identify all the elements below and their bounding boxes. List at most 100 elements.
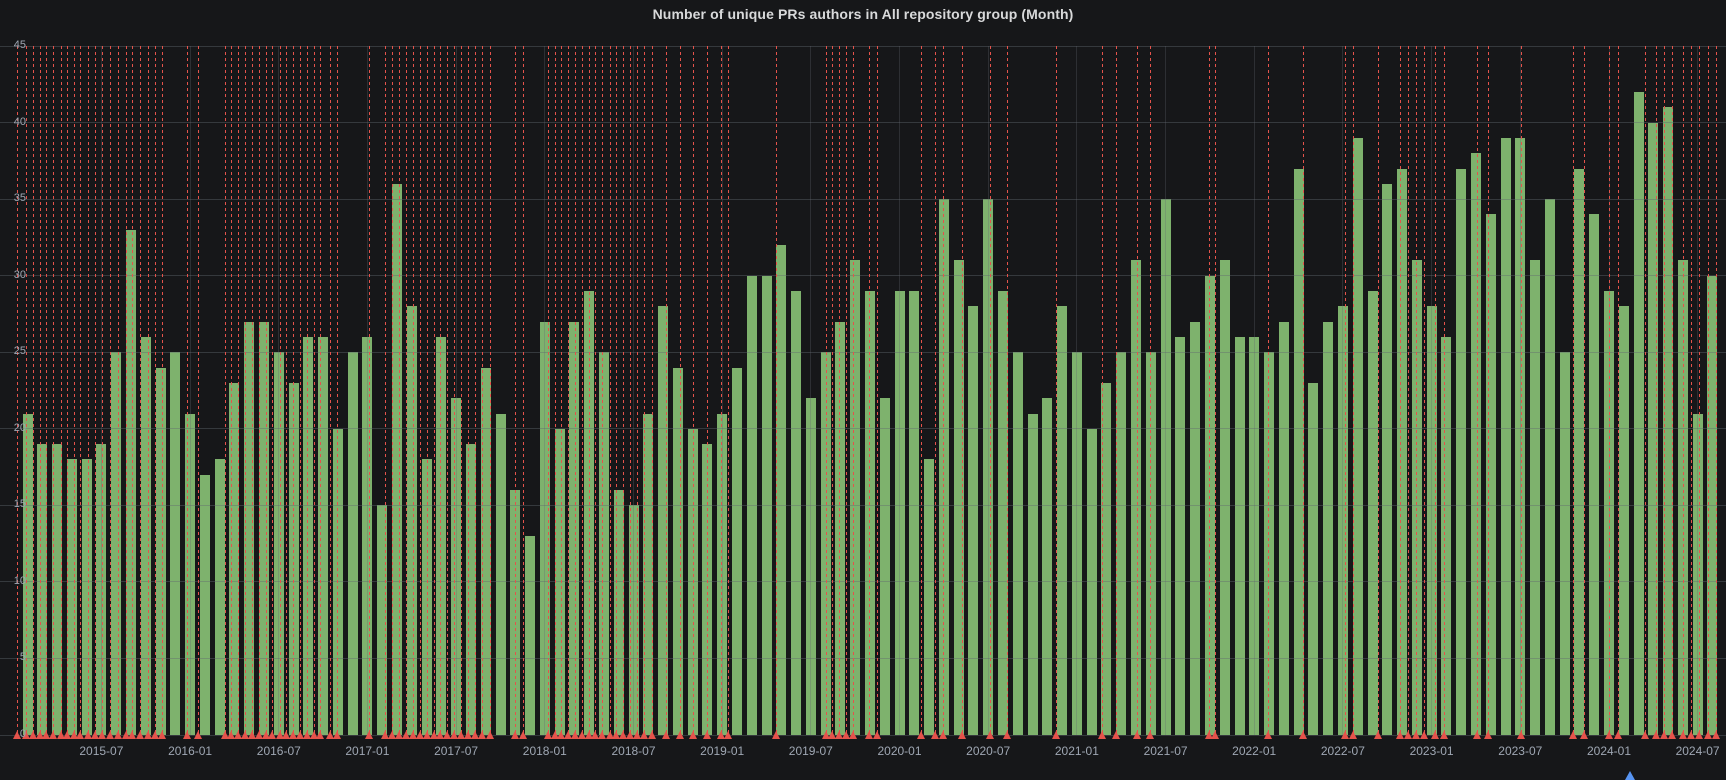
bar[interactable]	[894, 291, 905, 735]
bar[interactable]	[1012, 352, 1023, 735]
annotation-marker-icon[interactable]	[1667, 731, 1676, 739]
annotation-marker-icon[interactable]	[639, 731, 648, 739]
bar[interactable]	[1574, 168, 1585, 735]
bar[interactable]	[805, 398, 816, 735]
annotation-marker-icon[interactable]	[247, 731, 256, 739]
annotation-marker-icon[interactable]	[90, 731, 99, 739]
bar[interactable]	[81, 459, 92, 735]
annotation-marker-icon[interactable]	[1703, 731, 1712, 739]
bar[interactable]	[672, 367, 683, 735]
bar[interactable]	[1515, 137, 1526, 735]
annotation-marker-icon[interactable]	[401, 731, 410, 739]
annotation-marker-icon[interactable]	[83, 731, 92, 739]
bar[interactable]	[1057, 306, 1068, 735]
annotation-marker-icon[interactable]	[233, 731, 242, 739]
bar[interactable]	[436, 336, 447, 735]
annotation-marker-icon[interactable]	[295, 731, 304, 739]
annotation-marker-icon[interactable]	[380, 731, 389, 739]
annotation-marker-icon[interactable]	[1002, 731, 1011, 739]
bar[interactable]	[1692, 413, 1703, 735]
bar[interactable]	[1175, 336, 1186, 735]
bar[interactable]	[1456, 168, 1467, 735]
bar[interactable]	[835, 321, 846, 735]
annotation-marker-icon[interactable]	[364, 731, 373, 739]
annotation-marker-icon[interactable]	[1210, 731, 1219, 739]
annotation-marker-icon[interactable]	[675, 731, 684, 739]
annotation-marker-icon[interactable]	[716, 731, 725, 739]
bar[interactable]	[628, 505, 639, 735]
bar[interactable]	[1101, 382, 1112, 735]
annotation-marker-icon[interactable]	[597, 731, 606, 739]
annotation-marker-icon[interactable]	[135, 731, 144, 739]
annotation-marker-icon[interactable]	[827, 731, 836, 739]
annotation-marker-icon[interactable]	[267, 731, 276, 739]
annotation-marker-icon[interactable]	[1613, 731, 1622, 739]
annotation-marker-icon[interactable]	[332, 731, 341, 739]
annotation-marker-icon[interactable]	[1298, 731, 1307, 739]
annotation-marker-icon[interactable]	[422, 731, 431, 739]
annotation-marker-icon[interactable]	[611, 731, 620, 739]
annotation-marker-icon[interactable]	[261, 731, 270, 739]
annotation-marker-icon[interactable]	[1395, 731, 1404, 739]
annotation-marker-icon[interactable]	[35, 731, 44, 739]
bar[interactable]	[1382, 183, 1393, 735]
bar[interactable]	[865, 291, 875, 735]
bar[interactable]	[1544, 199, 1555, 735]
bar[interactable]	[288, 382, 299, 735]
bar[interactable]	[229, 382, 240, 735]
bar[interactable]	[332, 428, 343, 735]
annotation-marker-icon[interactable]	[605, 731, 614, 739]
annotation-marker-icon[interactable]	[75, 731, 84, 739]
annotation-marker-icon[interactable]	[916, 731, 925, 739]
bar[interactable]	[1441, 336, 1452, 735]
annotation-marker-icon[interactable]	[121, 731, 130, 739]
annotation-marker-icon[interactable]	[848, 731, 857, 739]
annotation-marker-icon[interactable]	[302, 731, 311, 739]
annotation-marker-icon[interactable]	[477, 731, 486, 739]
bar[interactable]	[613, 490, 624, 735]
bar[interactable]	[983, 199, 994, 735]
bar[interactable]	[1308, 382, 1319, 735]
annotation-marker-icon[interactable]	[1711, 731, 1720, 739]
annotation-marker-icon[interactable]	[938, 731, 947, 739]
annotation-marker-icon[interactable]	[1204, 731, 1213, 739]
annotation-marker-icon[interactable]	[688, 731, 697, 739]
annotation-marker-icon[interactable]	[1516, 731, 1525, 739]
annotation-marker-icon[interactable]	[1651, 731, 1660, 739]
bar[interactable]	[126, 229, 136, 735]
bar[interactable]	[1633, 91, 1644, 735]
bar[interactable]	[1426, 306, 1437, 735]
bar[interactable]	[1027, 413, 1038, 735]
annotation-marker-icon[interactable]	[771, 731, 780, 739]
bar[interactable]	[303, 336, 314, 735]
bar[interactable]	[1234, 336, 1245, 735]
bar[interactable]	[37, 444, 48, 735]
bar[interactable]	[1663, 107, 1674, 735]
bar[interactable]	[259, 321, 269, 735]
panel-title[interactable]: Number of unique PRs authors in All repo…	[652, 6, 1074, 22]
annotation-marker-icon[interactable]	[661, 731, 670, 739]
bar[interactable]	[244, 321, 255, 735]
bar[interactable]	[199, 474, 210, 735]
annotation-marker-icon[interactable]	[702, 731, 711, 739]
annotation-marker-icon[interactable]	[127, 731, 136, 739]
bar[interactable]	[1397, 168, 1407, 735]
bar[interactable]	[717, 413, 728, 735]
bar[interactable]	[938, 199, 949, 735]
bar[interactable]	[731, 367, 742, 735]
bar[interactable]	[746, 275, 757, 735]
annotation-marker-icon[interactable]	[1678, 731, 1687, 739]
annotation-marker-icon[interactable]	[1568, 731, 1577, 739]
bar[interactable]	[1323, 321, 1334, 735]
bar[interactable]	[1530, 260, 1541, 735]
annotation-marker-icon[interactable]	[957, 731, 966, 739]
annotation-marker-icon[interactable]	[325, 731, 334, 739]
annotation-marker-icon[interactable]	[28, 731, 37, 739]
annotation-marker-icon[interactable]	[510, 731, 519, 739]
annotation-marker-icon[interactable]	[288, 731, 297, 739]
annotation-marker-icon[interactable]	[281, 731, 290, 739]
bar[interactable]	[658, 306, 668, 735]
annotation-marker-icon[interactable]	[1097, 731, 1106, 739]
annotation-marker-icon[interactable]	[1373, 731, 1382, 739]
annotation-marker-icon[interactable]	[1439, 731, 1448, 739]
